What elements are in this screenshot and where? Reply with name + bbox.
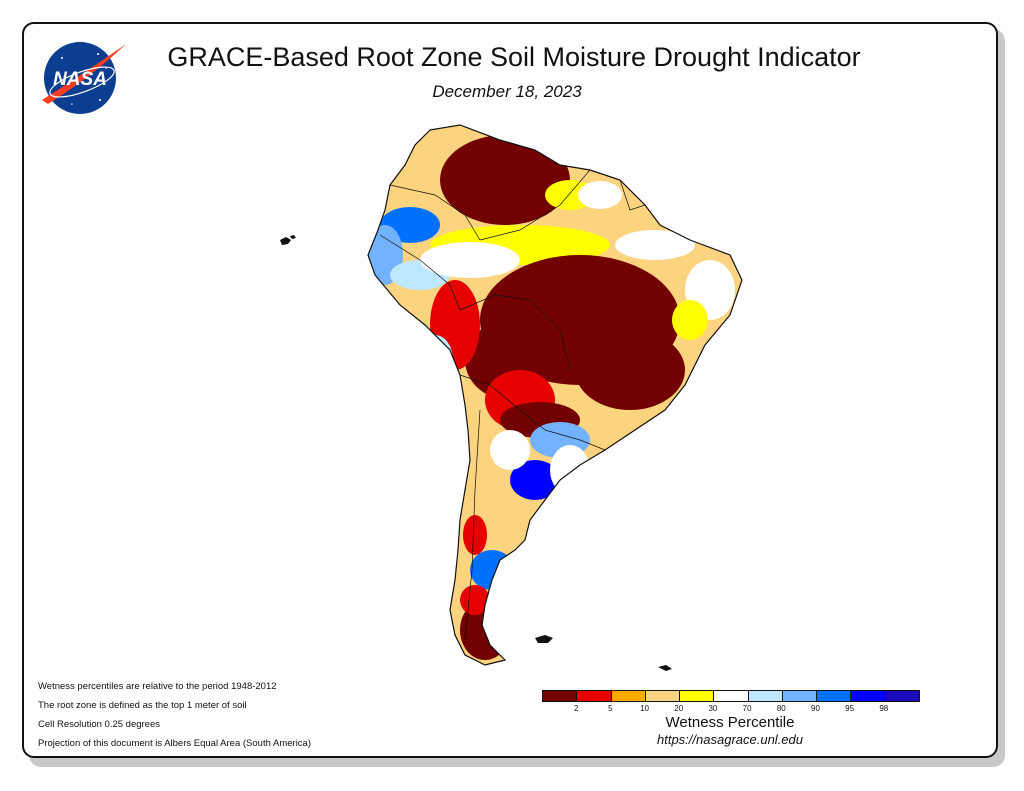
map-notes: Wetness percentiles are relative to the … bbox=[38, 677, 311, 753]
legend-swatch bbox=[885, 691, 919, 701]
legend-tick-label: 80 bbox=[776, 704, 786, 713]
note-root-zone: The root zone is defined as the top 1 me… bbox=[38, 700, 247, 711]
legend-swatch bbox=[817, 691, 852, 701]
legend-color-bar bbox=[542, 690, 920, 702]
legend-tick-label: 5 bbox=[608, 704, 613, 713]
nasa-logo-text: NASA bbox=[53, 69, 107, 90]
note-projection: Projection of this document is Albers Eq… bbox=[38, 738, 311, 749]
legend-tick-label: 95 bbox=[845, 704, 855, 713]
south-america-map bbox=[280, 124, 743, 671]
legend-swatch bbox=[851, 691, 886, 701]
legend-tick-label: 70 bbox=[742, 704, 752, 713]
legend-swatch bbox=[748, 691, 783, 701]
legend-swatch bbox=[611, 691, 646, 701]
south-georgia bbox=[658, 665, 672, 671]
legend-title: Wetness Percentile bbox=[665, 714, 795, 731]
nasa-logo: NASA bbox=[42, 42, 126, 114]
source-url[interactable]: https://nasagrace.unl.edu bbox=[657, 732, 803, 747]
legend-tick-label: 30 bbox=[708, 704, 718, 713]
note-percentile-period: Wetness percentiles are relative to the … bbox=[38, 681, 277, 692]
legend-swatch bbox=[645, 691, 681, 701]
legend-tick-label: 98 bbox=[879, 704, 889, 713]
legend-tick-label: 20 bbox=[674, 704, 684, 713]
date-subtitle: December 18, 2023 bbox=[432, 82, 582, 101]
legend-swatch bbox=[577, 691, 612, 701]
legend-tick-label: 2 bbox=[573, 704, 579, 713]
legend-tick-label: 10 bbox=[640, 704, 649, 713]
legend-swatch bbox=[680, 691, 715, 701]
continent-outline bbox=[367, 124, 743, 666]
wetness-legend: 2 5 10 20 30 70 80 90 95 98 Wetness Percentile ht… bbox=[542, 690, 922, 750]
percentile-field bbox=[368, 125, 742, 665]
legend-swatch bbox=[543, 691, 578, 701]
legend-ticks: 2 5 10 20 30 70 80 90 95 98 bbox=[542, 702, 922, 716]
legend-swatch bbox=[714, 691, 749, 701]
galapagos bbox=[280, 235, 296, 245]
note-cell-resolution: Cell Resolution 0.25 degrees bbox=[38, 719, 160, 730]
legend-swatch bbox=[782, 691, 818, 701]
page-title: GRACE-Based Root Zone Soil Moisture Drou… bbox=[167, 42, 861, 72]
legend-tick-label: 90 bbox=[811, 704, 820, 713]
country-borders bbox=[379, 169, 646, 641]
falkland-islands bbox=[535, 635, 553, 643]
